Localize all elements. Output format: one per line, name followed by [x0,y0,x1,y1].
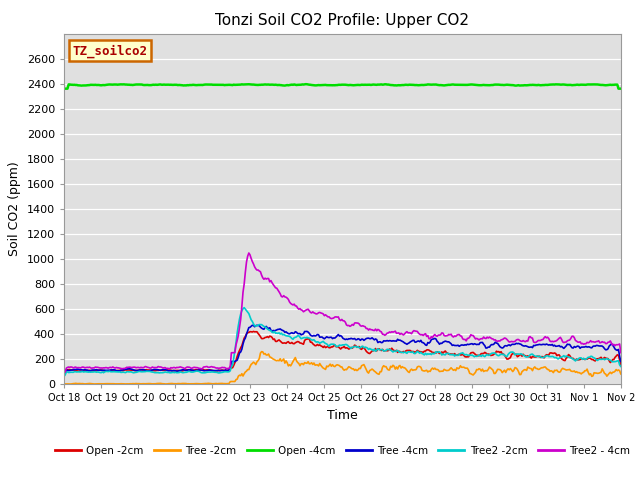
Tree -4cm [399,339,407,345]
Tree2 -2cm [60,373,68,379]
Line: Tree -2cm: Tree -2cm [64,352,621,384]
Tree -2cm [617,371,625,377]
Tree2 - 4cm [296,306,304,312]
Open -2cm [250,328,257,334]
Open -2cm [567,354,575,360]
Title: Tonzi Soil CO2 Profile: Upper CO2: Tonzi Soil CO2 Profile: Upper CO2 [216,13,469,28]
Tree -4cm [567,343,575,349]
Tree -4cm [248,323,256,328]
Line: Open -2cm: Open -2cm [64,331,621,375]
Tree2 - 4cm [567,336,575,341]
Open -2cm [373,348,381,354]
Tree2 - 4cm [245,250,253,256]
Tree -2cm [258,349,266,355]
Tree -2cm [60,381,68,387]
Line: Tree2 - 4cm: Tree2 - 4cm [64,253,621,373]
Line: Tree2 -2cm: Tree2 -2cm [64,308,621,376]
Tree -4cm [373,337,381,343]
Open -4cm [470,82,478,88]
Y-axis label: Soil CO2 (ppm): Soil CO2 (ppm) [8,161,21,256]
Tree -4cm [60,371,68,377]
Tree2 -2cm [617,364,625,370]
Tree -2cm [401,365,408,371]
Tree2 -2cm [373,348,381,353]
Tree -2cm [568,369,576,374]
Tree2 - 4cm [617,350,625,356]
Tree -2cm [234,373,242,379]
Line: Tree -4cm: Tree -4cm [64,325,621,374]
Open -4cm [399,82,407,88]
Tree2 -2cm [470,354,478,360]
Line: Open -4cm: Open -4cm [64,84,621,89]
Legend: Open -2cm, Tree -2cm, Open -4cm, Tree -4cm, Tree2 -2cm, Tree2 - 4cm: Open -2cm, Tree -2cm, Open -4cm, Tree -4… [51,442,634,460]
Tree2 - 4cm [60,370,68,376]
Tree -4cm [296,331,304,336]
X-axis label: Time: Time [327,408,358,421]
Open -4cm [302,81,310,87]
Open -2cm [60,372,68,378]
Open -4cm [617,86,625,92]
Tree -4cm [234,357,241,363]
Tree2 - 4cm [373,328,381,334]
Tree -2cm [472,370,479,375]
Tree -4cm [617,359,625,364]
Tree2 -2cm [296,334,304,340]
Open -2cm [399,348,407,354]
Tree2 -2cm [234,330,241,336]
Open -4cm [373,82,381,88]
Tree2 - 4cm [234,337,241,343]
Tree2 -2cm [399,350,407,356]
Open -2cm [296,340,304,346]
Text: TZ_soilco2: TZ_soilco2 [72,44,147,58]
Tree2 -2cm [241,305,248,311]
Open -2cm [470,350,478,356]
Tree -2cm [298,361,305,367]
Tree -4cm [470,341,478,347]
Open -4cm [295,82,303,88]
Open -2cm [617,363,625,369]
Tree2 -2cm [567,355,575,360]
Tree2 - 4cm [399,332,407,338]
Tree -2cm [67,381,75,387]
Open -4cm [234,82,241,88]
Open -4cm [60,86,68,92]
Open -2cm [234,353,241,359]
Tree2 - 4cm [470,334,478,340]
Tree -2cm [374,371,381,377]
Open -4cm [567,82,575,88]
